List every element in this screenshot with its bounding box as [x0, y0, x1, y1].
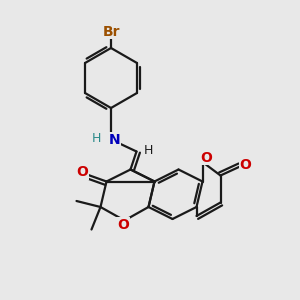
Text: O: O	[117, 218, 129, 232]
Text: O: O	[200, 151, 212, 164]
Text: H: H	[91, 132, 101, 146]
Text: O: O	[76, 166, 88, 179]
Text: N: N	[109, 133, 120, 146]
Text: H: H	[144, 143, 153, 157]
Text: Br: Br	[102, 25, 120, 38]
Text: O: O	[239, 158, 251, 172]
